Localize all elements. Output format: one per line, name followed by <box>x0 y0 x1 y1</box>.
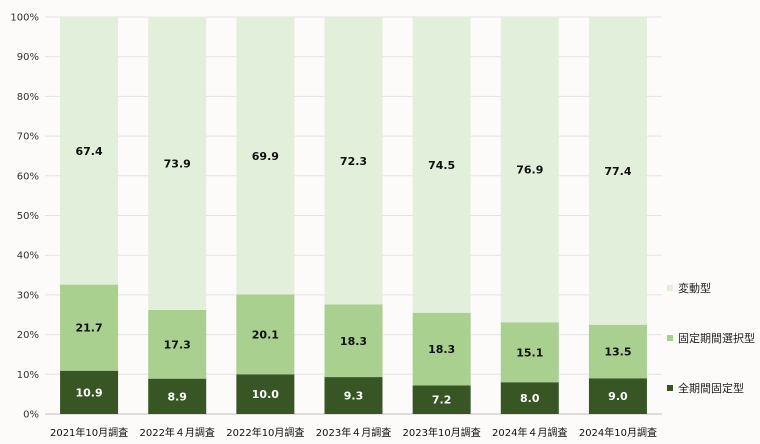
legend-label: 全期間固定型 <box>678 381 744 395</box>
data-label: 9.0 <box>608 390 628 403</box>
y-tick-label: 50% <box>17 211 39 222</box>
x-tick-label: 2023年４月調査 <box>316 426 391 439</box>
data-label: 69.9 <box>252 150 279 163</box>
x-tick-label: 2024年10月調査 <box>579 426 657 439</box>
data-label: 8.9 <box>167 390 187 403</box>
bar-segment <box>588 378 647 414</box>
x-tick-label: 2022年４月調査 <box>139 426 214 439</box>
data-label: 10.0 <box>252 388 279 401</box>
data-label: 72.3 <box>340 155 367 168</box>
data-label: 67.4 <box>76 145 103 158</box>
y-tick-label: 30% <box>17 290 39 301</box>
bar-segment <box>324 377 383 414</box>
data-label: 17.3 <box>164 338 191 351</box>
data-label: 15.1 <box>516 346 543 359</box>
bar-segment <box>500 322 559 383</box>
y-tick-label: 100% <box>10 13 39 24</box>
bar-segment <box>588 324 647 379</box>
bar-segment <box>60 370 119 414</box>
y-tick-label: 10% <box>17 370 39 381</box>
x-tick-label: 2023年10月調査 <box>403 426 481 439</box>
legend-label: 変動型 <box>678 281 711 295</box>
bar-segment <box>412 385 471 414</box>
bar-segment <box>60 17 119 285</box>
legend-swatch <box>667 335 673 341</box>
bar-segment <box>412 17 471 313</box>
y-tick-label: 60% <box>17 171 39 182</box>
y-tick-label: 80% <box>17 92 39 103</box>
data-label: 9.3 <box>344 390 364 403</box>
data-label: 7.2 <box>432 394 452 407</box>
y-tick-label: 20% <box>17 330 39 341</box>
legend-swatch <box>667 285 673 291</box>
bar-segment <box>236 294 295 375</box>
bar-segment <box>324 17 383 305</box>
bar-segment <box>148 378 207 414</box>
data-label: 20.1 <box>252 328 279 341</box>
data-label: 18.3 <box>340 335 367 348</box>
data-label: 13.5 <box>604 345 631 358</box>
bar-segment <box>236 17 295 295</box>
y-tick-label: 0% <box>23 410 39 421</box>
x-tick-label: 2022年10月調査 <box>226 426 304 439</box>
bar-segment <box>500 17 559 323</box>
bar-segment <box>236 374 295 414</box>
x-tick-label: 2021年10月調査 <box>50 426 128 439</box>
data-label: 18.3 <box>428 343 455 356</box>
bar-segment <box>324 304 383 378</box>
bar-segment <box>500 382 559 414</box>
data-label: 76.9 <box>516 164 543 177</box>
y-tick-label: 40% <box>17 251 39 262</box>
data-label: 74.5 <box>428 159 455 172</box>
data-label: 8.0 <box>520 392 540 405</box>
bar-segment <box>148 16 207 310</box>
bar-segment <box>148 309 207 379</box>
y-tick-label: 70% <box>17 132 39 143</box>
data-label: 10.9 <box>76 386 103 399</box>
legend-label: 固定期間選択型 <box>678 331 755 345</box>
bar-segment <box>588 17 647 325</box>
bar-segment <box>412 312 471 386</box>
bar-segment <box>60 284 119 371</box>
x-tick-label: 2024年４月調査 <box>492 426 567 439</box>
legend-swatch <box>667 385 673 391</box>
data-label: 73.9 <box>164 157 191 170</box>
data-label: 21.7 <box>76 322 103 335</box>
y-tick-label: 90% <box>17 52 39 63</box>
data-label: 77.4 <box>604 165 631 178</box>
